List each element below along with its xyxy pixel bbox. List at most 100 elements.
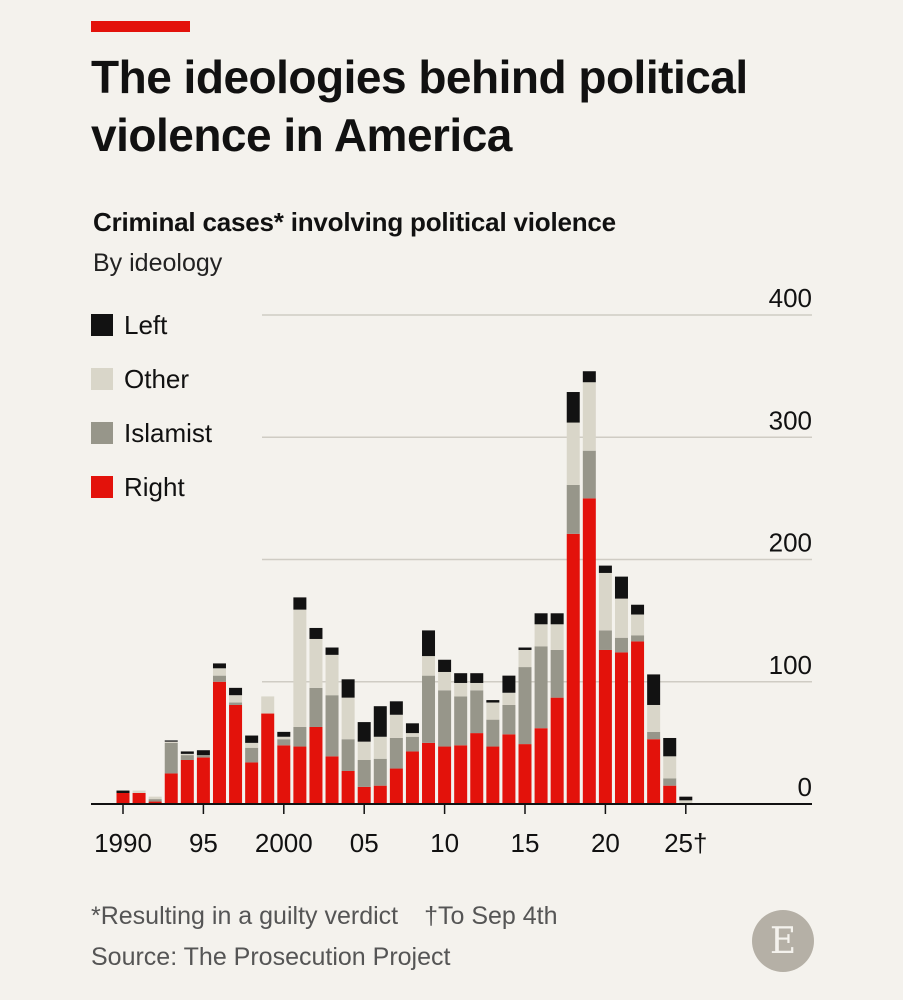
bar-islamist-1998 (245, 747, 259, 763)
bar-other-1993 (164, 741, 178, 743)
legend-label-other: Other (124, 363, 190, 394)
bar-left-2024 (663, 737, 677, 757)
legend-label-islamist: Islamist (124, 417, 213, 448)
x-tick-label-2005: 05 (350, 828, 379, 858)
bar-right-2005 (357, 786, 371, 804)
bar-left-2011 (454, 673, 468, 683)
bar-other-2012 (470, 682, 484, 691)
bar-left-1996 (212, 663, 226, 669)
bar-other-2024 (663, 756, 677, 779)
bar-islamist-2000 (277, 739, 291, 746)
bar-left-2008 (405, 723, 419, 734)
legend-item-right: Right (91, 472, 185, 502)
bar-islamist-2004 (341, 739, 355, 771)
bar-left-2014 (502, 675, 516, 693)
bar-left-2022 (631, 604, 645, 615)
x-tick-label-2015: 15 (511, 828, 540, 858)
bar-other-2007 (389, 714, 403, 738)
legend-swatch-left (91, 314, 113, 336)
bar-left-2002 (309, 627, 323, 639)
bar-islamist-2022 (631, 635, 645, 642)
bar-right-1993 (164, 773, 178, 804)
x-tick-label-2020: 20 (591, 828, 620, 858)
bar-right-1998 (245, 762, 259, 804)
y-tick-label-300: 300 (769, 405, 812, 435)
bar-other-2016 (534, 624, 548, 647)
bar-islamist-2021 (614, 637, 628, 653)
bar-islamist-2005 (357, 759, 371, 787)
bar-right-2023 (647, 739, 661, 804)
chart-subtitle: Criminal cases* involving political viol… (93, 207, 616, 237)
bar-islamist-2013 (486, 719, 500, 747)
bar-other-2022 (631, 614, 645, 636)
y-tick-label-0: 0 (798, 772, 812, 802)
bar-right-1992 (148, 801, 162, 804)
bar-left-2018 (566, 392, 580, 423)
bar-left-2017 (550, 613, 564, 625)
bar-islamist-1997 (229, 702, 243, 705)
bar-other-1994 (180, 753, 194, 756)
bar-other-1996 (212, 668, 226, 676)
bar-left-2004 (341, 679, 355, 698)
bar-islamist-1996 (212, 675, 226, 682)
bar-right-1996 (212, 681, 226, 804)
x-tick-label-2010: 10 (430, 828, 459, 858)
bar-left-2001 (293, 597, 307, 610)
bar-right-2002 (309, 726, 323, 804)
bar-islamist-2003 (325, 695, 339, 757)
bar-right-2009 (422, 742, 436, 804)
bar-other-2004 (341, 697, 355, 740)
bar-left-1995 (196, 750, 210, 756)
bar-left-2025 (679, 796, 693, 801)
bar-other-2013 (486, 702, 500, 720)
legend-item-left: Left (91, 310, 167, 340)
bar-other-2023 (647, 704, 661, 732)
footnote: *Resulting in a guilty verdict †To Sep 4t… (91, 902, 558, 931)
bar-other-2005 (357, 741, 371, 760)
accent-bar (91, 21, 190, 32)
bar-islamist-2018 (566, 484, 580, 534)
bar-other-2002 (309, 638, 323, 688)
bar-other-1998 (245, 742, 259, 748)
y-tick-label-400: 400 (769, 283, 812, 313)
bar-left-2006 (373, 706, 387, 737)
bar-islamist-2017 (550, 649, 564, 698)
bar-other-2020 (598, 572, 612, 631)
bar-right-1991 (132, 792, 146, 804)
bar-islamist-2020 (598, 630, 612, 650)
chart-title: The ideologies behind political violence… (91, 51, 748, 161)
legend-label-right: Right (124, 471, 185, 502)
bar-other-1992 (148, 796, 162, 800)
bar-islamist-1992 (148, 799, 162, 802)
legend-swatch-right (91, 476, 113, 498)
bar-left-2021 (614, 576, 628, 599)
bar-right-1997 (229, 704, 243, 804)
bar-other-2000 (277, 736, 291, 740)
bar-right-2000 (277, 745, 291, 804)
bar-other-2009 (422, 656, 436, 676)
bar-other-2003 (325, 654, 339, 696)
bar-islamist-1995 (196, 755, 210, 758)
bar-left-1993 (164, 740, 178, 742)
bar-right-2017 (550, 697, 564, 804)
bar-other-2008 (405, 733, 419, 737)
bar-right-1994 (180, 759, 194, 804)
bar-right-2011 (454, 745, 468, 804)
source-note: Source: The Prosecution Project (91, 943, 451, 971)
bar-islamist-2023 (647, 731, 661, 740)
bar-right-2020 (598, 649, 612, 804)
bar-left-2010 (438, 659, 452, 672)
bar-left-2013 (486, 700, 500, 703)
bar-islamist-2008 (405, 736, 419, 752)
bar-right-2016 (534, 728, 548, 804)
legend-item-other: Other (91, 364, 189, 394)
bar-other-1999 (261, 696, 275, 714)
footnote-dagger: †To Sep 4th (424, 902, 558, 930)
chart-subsubtitle: By ideology (93, 249, 223, 277)
bar-islamist-2010 (438, 690, 452, 747)
bar-other-2015 (518, 649, 532, 668)
bar-left-2005 (357, 722, 371, 742)
bar-other-2025 (679, 800, 693, 804)
bar-right-2001 (293, 746, 307, 804)
